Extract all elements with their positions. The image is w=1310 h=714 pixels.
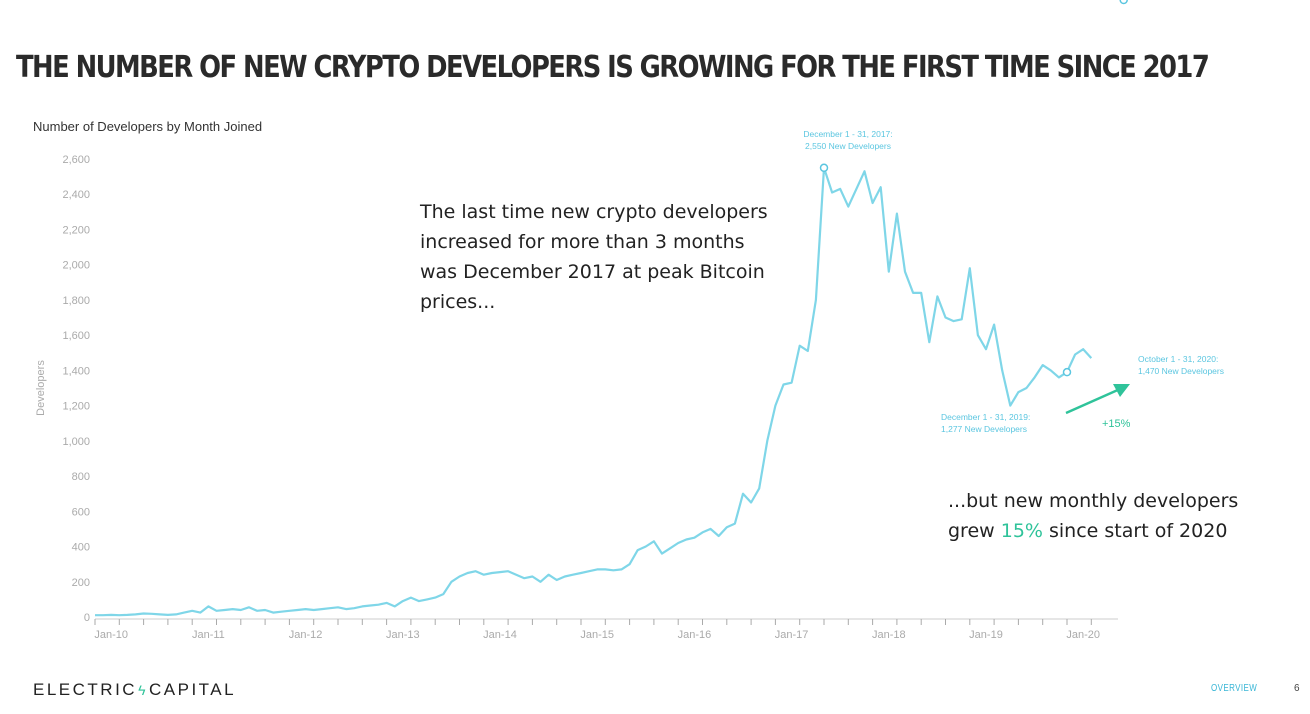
x-tick-label: Jan-12 [289, 629, 323, 641]
callout-note-peak: The last time new crypto developers incr… [420, 201, 768, 313]
growth-label: +15% [1102, 418, 1131, 430]
x-axis: Jan-10 Jan-11 Jan-12 Jan-13 Jan-14 Jan-15 Jan-… [94, 618, 1118, 641]
y-tick-label: 2,200 [62, 224, 90, 236]
annotation-label: December 1 - 31, 2019: [941, 412, 1030, 422]
logo-text-left: ELECTRIC [33, 680, 138, 699]
series-group [95, 166, 1093, 617]
annotation-marker [1119, 0, 1128, 5]
footer-section-link[interactable]: OVERVIEW [1211, 683, 1258, 694]
electric-capital-logo: ELECTRICϟCAPITAL [33, 680, 236, 700]
y-tick-label: 2,400 [62, 189, 90, 201]
annotation-value: 1,470 New Developers [1138, 366, 1224, 376]
callout-note-growth: ...but new monthly developers grew 15% s… [948, 486, 1288, 546]
y-tick-label: 2,000 [62, 260, 90, 272]
arrow-head-icon [1113, 384, 1130, 397]
x-tick-label: Jan-19 [969, 629, 1003, 641]
annotations: December 1 - 31, 2017: 2,550 New Develope… [803, 0, 1224, 434]
annotation-marker [819, 163, 829, 173]
y-axis: 0 200 400 600 800 1,000 1,200 1,400 1,600 1,800 2,… [62, 154, 90, 624]
x-tick-label: Jan-11 [192, 629, 225, 641]
y-tick-label: 800 [72, 471, 90, 483]
y-tick-label: 0 [84, 612, 90, 624]
x-tick-label: Jan-17 [775, 629, 809, 641]
x-tick-label: Jan-16 [678, 629, 712, 641]
y-tick-label: 1,000 [62, 436, 90, 448]
x-tick-label: Jan-18 [872, 629, 906, 641]
slide-title: THE NUMBER OF NEW CRYPTO DEVELOPERS IS G… [16, 50, 1210, 85]
y-tick-label: 1,600 [62, 330, 90, 342]
x-tick-label: Jan-14 [483, 629, 517, 641]
y-tick-label: 400 [72, 542, 90, 554]
x-tick-label: Jan-15 [580, 629, 614, 641]
y-tick-label: 600 [72, 506, 90, 518]
y-tick-label: 2,600 [62, 154, 90, 166]
x-tick-label: Jan-13 [386, 629, 420, 641]
y-axis-label: Developers [35, 360, 47, 416]
series-line [95, 166, 1093, 617]
y-tick-label: 1,800 [62, 295, 90, 307]
callout-text-end: since start of 2020 [1042, 520, 1228, 542]
x-tick-label: Jan-10 [94, 629, 128, 641]
logo-text-right: CAPITAL [149, 680, 237, 699]
chart-title: Number of Developers by Month Joined [33, 119, 262, 134]
annotation-value: 2,550 New Developers [805, 141, 891, 151]
callout-text: ...but new monthly developers grew [948, 490, 1239, 542]
y-tick-label: 200 [72, 577, 90, 589]
annotation-marker [1062, 367, 1072, 377]
annotation-label: October 1 - 31, 2020: [1138, 354, 1218, 364]
annotation-value: 1,277 New Developers [941, 424, 1027, 434]
y-tick-label: 1,400 [62, 365, 90, 377]
y-tick-label: 1,200 [62, 401, 90, 413]
bolt-icon: ϟ [138, 682, 148, 698]
annotation-label: December 1 - 31, 2017: [803, 129, 892, 139]
page-number: 6 [1294, 683, 1300, 694]
growth-arrow [1065, 387, 1121, 415]
callout-highlight: 15% [1000, 520, 1043, 542]
x-tick-label: Jan-20 [1066, 629, 1100, 641]
